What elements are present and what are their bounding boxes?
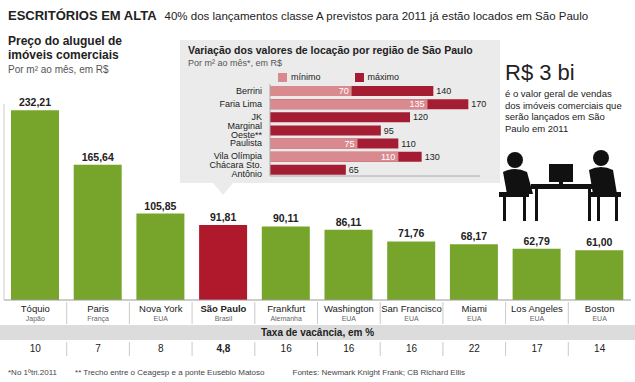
svg-text:Nova York: Nova York xyxy=(139,303,183,314)
svg-text:Paulista: Paulista xyxy=(230,138,262,148)
svg-text:170: 170 xyxy=(471,99,486,109)
svg-text:130: 130 xyxy=(425,152,440,162)
html-text:Taxa de vacância, em %: Taxa de vacância, em % xyxy=(260,327,375,338)
svg-text:San Francisco: San Francisco xyxy=(381,303,442,314)
svg-text:EUA: EUA xyxy=(592,315,607,322)
svg-text:JK: JK xyxy=(251,112,262,123)
svg-text:Los Angeles: Los Angeles xyxy=(511,303,563,314)
html-text:Variação dos valores de locaçã: Variação dos valores de locação por regi… xyxy=(188,44,473,56)
svg-text:Chácara Sto.Antônio: Chácara Sto.Antônio xyxy=(209,160,262,179)
svg-text:120: 120 xyxy=(413,112,428,122)
svg-text:16: 16 xyxy=(343,343,355,354)
svg-text:Tóquio: Tóquio xyxy=(21,303,50,314)
html-text:Por m² ao mês, em R$: Por m² ao mês, em R$ xyxy=(8,64,109,75)
html-text:Preço do aluguel de imóveis co: Preço do aluguel de imóveis comerciais xyxy=(8,34,122,62)
svg-text:16: 16 xyxy=(281,343,293,354)
svg-text:Frankfurt: Frankfurt xyxy=(267,303,305,314)
svg-text:Vila Olímpia: Vila Olímpia xyxy=(213,151,262,162)
svg-text:EUA: EUA xyxy=(404,315,419,322)
svg-text:7: 7 xyxy=(95,343,101,354)
svg-text:75: 75 xyxy=(344,139,354,149)
svg-text:14: 14 xyxy=(594,343,606,354)
html-text:Por m² ao mês*, em R$: Por m² ao mês*, em R$ xyxy=(188,58,282,68)
html-text:ESCRITÓRIOS EM ALTA: ESCRITÓRIOS EM ALTA xyxy=(8,8,157,23)
svg-text:Alemanha: Alemanha xyxy=(270,315,302,322)
svg-text:Washington: Washington xyxy=(324,303,374,314)
svg-text:EUA: EUA xyxy=(342,315,357,322)
svg-text:EUA: EUA xyxy=(530,315,545,322)
svg-text:65: 65 xyxy=(349,165,359,175)
svg-text:França: França xyxy=(87,315,109,323)
svg-text:Faria Lima: Faria Lima xyxy=(219,99,262,109)
html-text:Fontes: Newmark Knight Frank;: Fontes: Newmark Knight Frank; CB Richard… xyxy=(292,368,465,377)
svg-text:135: 135 xyxy=(409,99,424,109)
svg-text:70: 70 xyxy=(339,86,349,96)
svg-text:EUA: EUA xyxy=(467,315,482,322)
svg-text:95: 95 xyxy=(384,126,394,136)
html-text:mínimo: mínimo xyxy=(291,72,321,82)
svg-text:Berrini: Berrini xyxy=(236,86,262,96)
svg-text:91,81: 91,81 xyxy=(210,211,236,223)
svg-text:105,85: 105,85 xyxy=(144,200,176,212)
html-text:** Trecho entre o Ceagesp e a: ** Trecho entre o Ceagesp e a ponte Eusé… xyxy=(75,368,265,377)
svg-text:68,17: 68,17 xyxy=(461,230,487,242)
svg-text:90,11: 90,11 xyxy=(273,212,299,224)
svg-text:22: 22 xyxy=(469,343,481,354)
svg-text:71,76: 71,76 xyxy=(398,227,424,239)
svg-text:Boston: Boston xyxy=(585,303,615,314)
svg-text:61,00: 61,00 xyxy=(586,236,612,248)
svg-text:10: 10 xyxy=(30,343,42,354)
svg-text:110: 110 xyxy=(401,139,415,149)
svg-text:4,8: 4,8 xyxy=(216,343,230,354)
svg-text:8: 8 xyxy=(158,343,164,354)
svg-text:165,64: 165,64 xyxy=(82,151,114,163)
svg-text:São Paulo: São Paulo xyxy=(200,303,246,314)
svg-text:140: 140 xyxy=(436,86,451,96)
svg-text:86,11: 86,11 xyxy=(336,216,362,228)
html-text:máximo: máximo xyxy=(367,72,399,82)
svg-text:16: 16 xyxy=(406,343,418,354)
html-text:40% dos lançamentos classe A p: 40% dos lançamentos classe A previstos p… xyxy=(164,10,589,22)
svg-text:EUA: EUA xyxy=(154,315,169,322)
html-text:é o valor geral de vendas dos: é o valor geral de vendas dos imóveis co… xyxy=(505,88,622,134)
svg-text:Miami: Miami xyxy=(462,303,487,314)
html-text:*No 1ºtri.2011: *No 1ºtri.2011 xyxy=(8,368,57,377)
svg-text:Paris: Paris xyxy=(87,303,109,314)
html-text:R$ 3 bi: R$ 3 bi xyxy=(505,60,575,85)
svg-text:62,79: 62,79 xyxy=(523,235,549,247)
svg-text:Japão: Japão xyxy=(26,315,45,323)
svg-text:232,21: 232,21 xyxy=(19,96,51,108)
svg-text:110: 110 xyxy=(381,152,395,162)
svg-text:MarginalOeste**: MarginalOeste** xyxy=(227,121,262,140)
svg-text:Brasil: Brasil xyxy=(215,315,233,322)
svg-text:17: 17 xyxy=(531,343,543,354)
